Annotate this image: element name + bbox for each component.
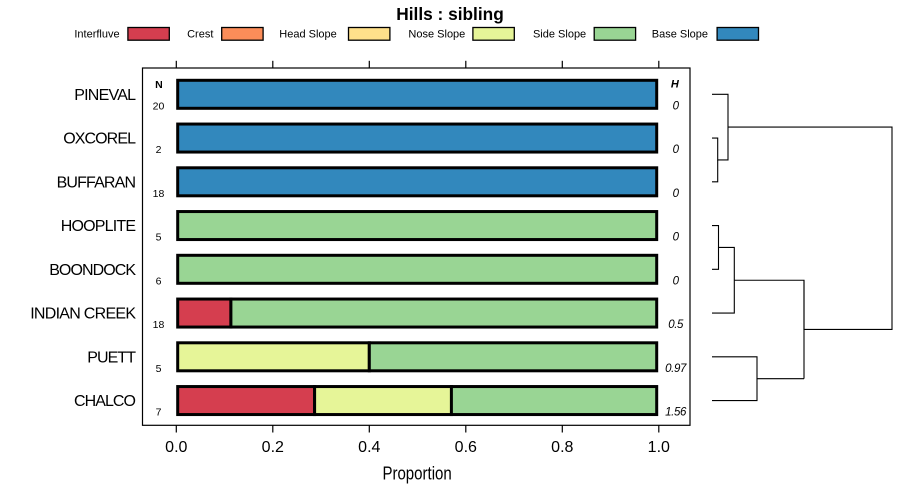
- svg-text:Nose Slope: Nose Slope: [408, 29, 465, 41]
- svg-text:6: 6: [156, 275, 162, 287]
- svg-text:BOONDOCK: BOONDOCK: [49, 262, 136, 279]
- svg-text:0.2: 0.2: [262, 439, 284, 456]
- svg-text:20: 20: [153, 100, 165, 112]
- svg-text:BUFFARAN: BUFFARAN: [57, 174, 136, 191]
- svg-text:Head Slope: Head Slope: [279, 29, 337, 41]
- svg-text:1.56: 1.56: [665, 407, 687, 419]
- svg-text:0: 0: [673, 232, 680, 244]
- svg-text:Crest: Crest: [187, 29, 213, 41]
- svg-text:Side Slope: Side Slope: [533, 29, 586, 41]
- svg-text:2: 2: [156, 144, 162, 156]
- svg-text:0: 0: [673, 188, 680, 200]
- svg-text:Hills : sibling: Hills : sibling: [396, 4, 504, 24]
- svg-text:PINEVAL: PINEVAL: [74, 87, 136, 104]
- svg-text:PUETT: PUETT: [87, 349, 136, 366]
- svg-text:0.5: 0.5: [668, 319, 684, 331]
- svg-text:Base Slope: Base Slope: [652, 29, 708, 41]
- svg-text:Proportion: Proportion: [382, 462, 451, 483]
- svg-text:0: 0: [673, 275, 680, 287]
- svg-text:INDIAN CREEK: INDIAN CREEK: [30, 306, 136, 323]
- svg-text:H: H: [671, 79, 680, 91]
- svg-text:18: 18: [153, 188, 165, 200]
- svg-text:CHALCO: CHALCO: [74, 393, 136, 410]
- svg-text:18: 18: [153, 319, 165, 331]
- svg-text:N: N: [155, 79, 163, 91]
- svg-text:0: 0: [673, 100, 680, 112]
- svg-text:0.97: 0.97: [665, 363, 687, 375]
- svg-text:OXCOREL: OXCOREL: [63, 131, 136, 148]
- svg-text:0.4: 0.4: [358, 439, 380, 456]
- svg-text:0.8: 0.8: [551, 439, 573, 456]
- svg-text:HOOPLITE: HOOPLITE: [61, 218, 136, 235]
- svg-text:0.0: 0.0: [165, 439, 187, 456]
- svg-text:Interfluve: Interfluve: [74, 29, 119, 41]
- svg-text:0.6: 0.6: [455, 439, 477, 456]
- svg-text:5: 5: [156, 363, 162, 375]
- svg-text:5: 5: [156, 232, 162, 244]
- svg-text:0: 0: [673, 144, 680, 156]
- svg-text:7: 7: [156, 407, 162, 419]
- svg-text:1.0: 1.0: [648, 439, 670, 456]
